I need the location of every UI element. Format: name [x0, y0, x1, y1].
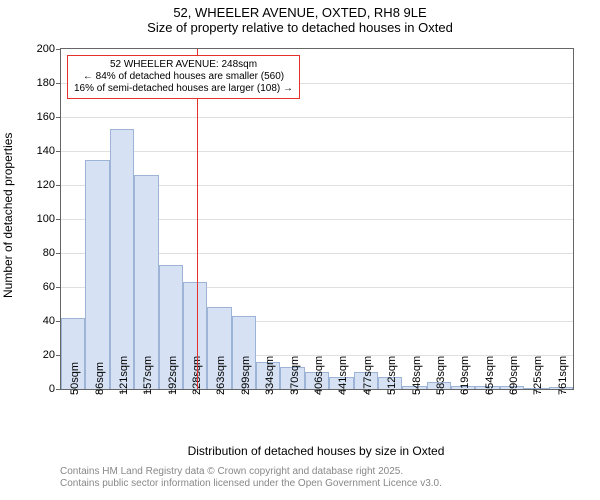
annotation-line2: ← 84% of detached houses are smaller (56… — [74, 71, 293, 83]
grid-line — [61, 151, 573, 152]
annotation-line3: 16% of semi-detached houses are larger (… — [74, 83, 293, 95]
y-tick-label: 120 — [37, 179, 61, 191]
annotation-box: 52 WHEELER AVENUE: 248sqm← 84% of detach… — [67, 55, 300, 99]
histogram-bar — [110, 129, 134, 389]
y-tick-label: 160 — [37, 111, 61, 123]
x-tick-label: 512sqm — [386, 356, 398, 395]
x-tick-label: 761sqm — [557, 356, 569, 395]
x-tick-label: 192sqm — [167, 356, 179, 395]
y-tick-label: 60 — [43, 281, 61, 293]
histogram-bar — [85, 160, 109, 390]
y-tick-label: 140 — [37, 145, 61, 157]
y-tick-label: 80 — [43, 247, 61, 259]
chart-plot-area: 02040608010012014016018020050sqm86sqm121… — [60, 48, 574, 390]
chart-title-1: 52, WHEELER AVENUE, OXTED, RH8 9LE — [0, 6, 600, 21]
attribution-line-2: Contains public sector information licen… — [60, 478, 442, 490]
x-tick-label: 725sqm — [532, 356, 544, 395]
property-marker-line — [197, 49, 198, 389]
y-tick-label: 0 — [49, 383, 61, 395]
x-tick-label: 157sqm — [142, 356, 154, 395]
x-tick-label: 548sqm — [411, 356, 423, 395]
x-tick-label: 263sqm — [215, 356, 227, 395]
x-tick-label: 334sqm — [264, 356, 276, 395]
x-tick-label: 121sqm — [118, 356, 130, 395]
annotation-line1: 52 WHEELER AVENUE: 248sqm — [74, 59, 293, 71]
x-tick-label: 370sqm — [289, 356, 301, 395]
x-tick-label: 50sqm — [69, 362, 81, 395]
x-tick-label: 654sqm — [484, 356, 496, 395]
y-tick-label: 100 — [37, 213, 61, 225]
y-tick-label: 200 — [37, 43, 61, 55]
attribution-text: Contains HM Land Registry data © Crown c… — [60, 466, 442, 489]
grid-line — [61, 117, 573, 118]
x-tick-label: 690sqm — [508, 356, 520, 395]
chart-title-2: Size of property relative to detached ho… — [0, 21, 600, 36]
x-tick-label: 299sqm — [240, 356, 252, 395]
y-tick-label: 40 — [43, 315, 61, 327]
x-axis-label: Distribution of detached houses by size … — [188, 444, 445, 458]
attribution-line-1: Contains HM Land Registry data © Crown c… — [60, 466, 442, 478]
x-tick-label: 86sqm — [94, 362, 106, 395]
x-tick-label: 406sqm — [313, 356, 325, 395]
y-tick-label: 180 — [37, 77, 61, 89]
y-axis-label: Number of detached properties — [1, 138, 15, 298]
x-tick-label: 619sqm — [459, 356, 471, 395]
y-tick-label: 20 — [43, 349, 61, 361]
x-tick-label: 477sqm — [362, 356, 374, 395]
x-tick-label: 583sqm — [435, 356, 447, 395]
x-tick-label: 441sqm — [337, 356, 349, 395]
